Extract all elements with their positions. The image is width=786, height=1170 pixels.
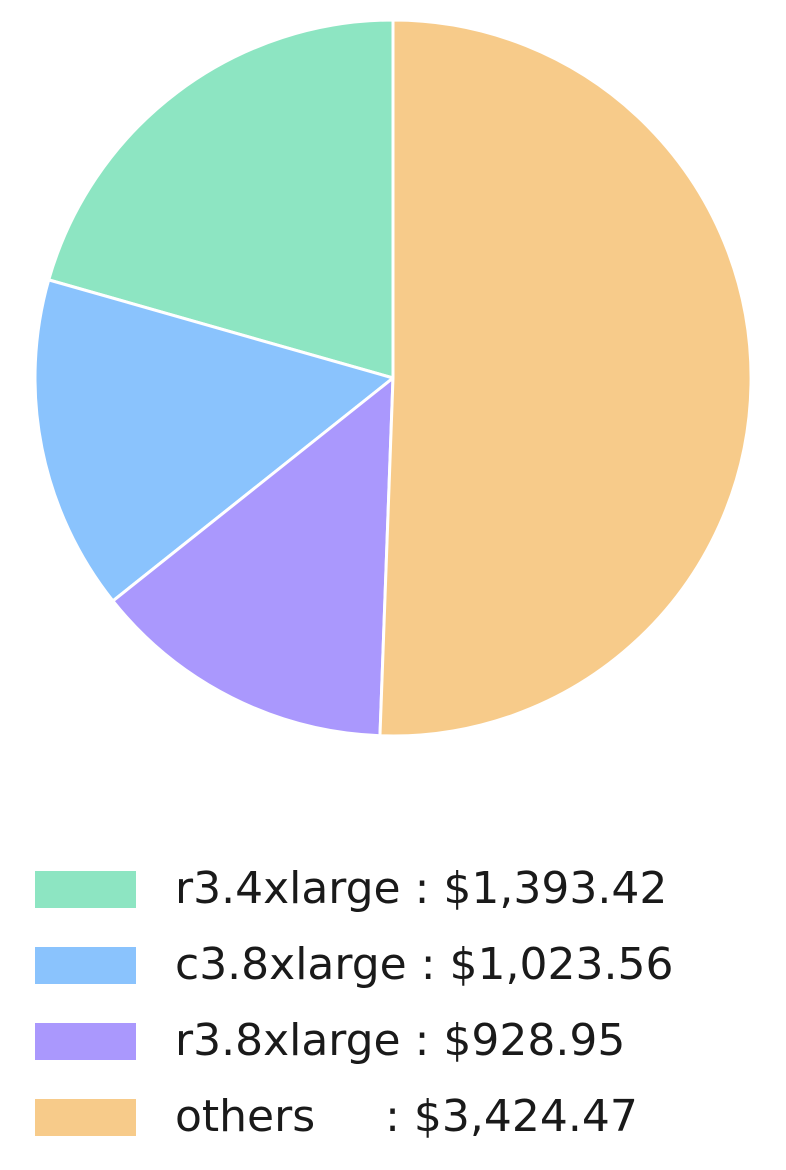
legend-label: c3.8xlarge : $1,023.56 (175, 939, 674, 990)
legend-item: others : $3,424.47 (35, 1094, 673, 1140)
legend-item: r3.8xlarge : $928.95 (35, 1018, 673, 1064)
pie-slice-r3.8xlarge (111, 376, 395, 738)
legend-swatch (35, 1098, 136, 1136)
legend-swatch (35, 1022, 136, 1060)
legend-label: r3.4xlarge : $1,393.42 (175, 863, 668, 914)
legend: r3.4xlarge : $1,393.42 c3.8xlarge : $1,0… (35, 866, 673, 1140)
pie-slice-c3.8xlarge (33, 278, 395, 603)
pie-slice-r3.4xlarge (47, 18, 395, 380)
legend-swatch (35, 946, 136, 984)
legend-swatch (35, 870, 136, 908)
pie-chart (33, 18, 753, 738)
legend-label: r3.8xlarge : $928.95 (175, 1015, 626, 1066)
legend-label: others : $3,424.47 (175, 1091, 638, 1142)
legend-item: c3.8xlarge : $1,023.56 (35, 942, 673, 988)
legend-item: r3.4xlarge : $1,393.42 (35, 866, 673, 912)
pie-slice-others (378, 18, 753, 738)
